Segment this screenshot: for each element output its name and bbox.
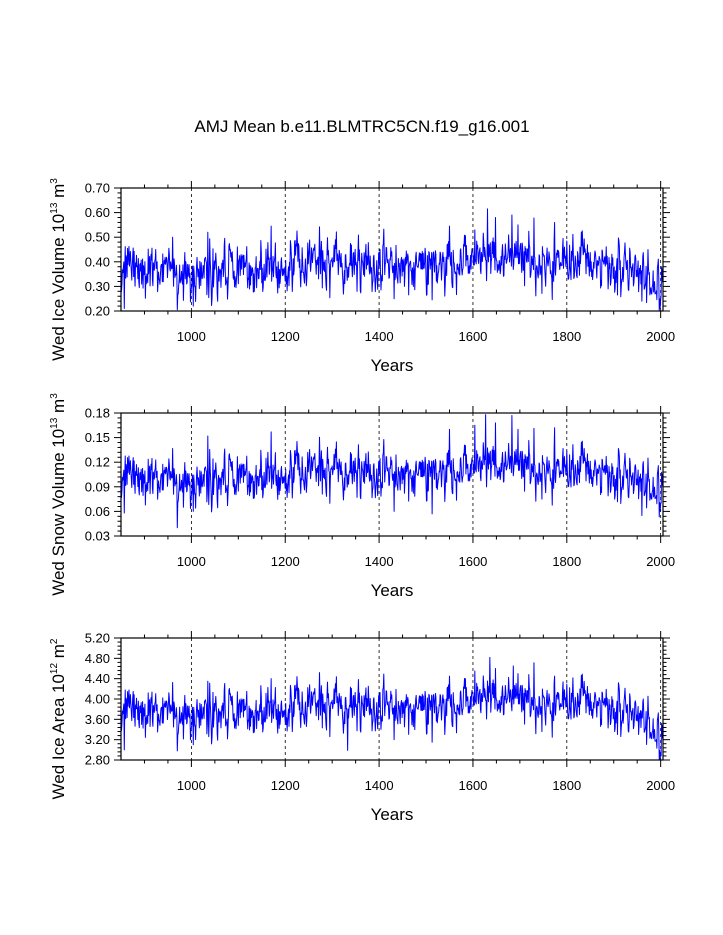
- x-tick-label: 1200: [271, 778, 300, 793]
- y-tick-label: 3.20: [85, 732, 110, 747]
- y-tick-label: 5.20: [85, 631, 110, 646]
- x-tick-label: 2000: [646, 554, 675, 569]
- y-tick-label: 0.30: [85, 279, 110, 294]
- y-axis-title-superscript: 12: [49, 663, 60, 675]
- y-tick-label: 0.03: [85, 529, 110, 544]
- y-tick-label: 2.80: [85, 753, 110, 768]
- x-axis-title: Years: [371, 356, 414, 375]
- panel-2: 1000 1200 1400 1600 1800 2000 0.03 0.06 0.09 0.12…: [49, 393, 675, 600]
- x-tick-label: 1800: [552, 554, 581, 569]
- y-axis-title-part: Wed Snow Volume 10: [49, 429, 68, 596]
- x-tick-label: 2000: [646, 778, 675, 793]
- x-axis-title: Years: [371, 581, 414, 600]
- y-tick-label: 0.15: [85, 430, 110, 445]
- x-tick-label: 1800: [552, 778, 581, 793]
- x-tick-label: 1000: [177, 778, 206, 793]
- plot-frame: [120, 187, 664, 312]
- x-tick-label: 1000: [177, 554, 206, 569]
- y-tick-label: 0.40: [85, 254, 110, 269]
- y-axis-title-part: Wed Ice Volume 10: [49, 214, 68, 361]
- x-axis-title: Years: [371, 805, 414, 824]
- y-tick-label: 0.09: [85, 479, 110, 494]
- y-axis-title-superscript: 13: [49, 202, 60, 214]
- y-tick-label: 0.70: [85, 181, 110, 196]
- y-tick-label: 0.06: [85, 504, 110, 519]
- y-tick-label: 4.00: [85, 692, 110, 707]
- y-axis-title: Wed Ice Volume 1013 m3: [49, 178, 68, 361]
- y-tick-label: 0.50: [85, 230, 110, 245]
- y-tick-label: 3.60: [85, 712, 110, 727]
- x-tick-label: 1600: [458, 329, 487, 344]
- x-tick-label: 1000: [177, 329, 206, 344]
- y-tick-label: 0.60: [85, 205, 110, 220]
- x-tick-label: 1200: [271, 329, 300, 344]
- x-tick-label: 1800: [552, 329, 581, 344]
- panel-3: 1000 1200 1400 1600 1800 2000 2.80 3.20 3.60 4.00…: [49, 631, 675, 825]
- y-tick-label: 0.20: [85, 304, 110, 319]
- x-tick-label: 1400: [365, 554, 394, 569]
- y-axis-title-part: m: [49, 644, 68, 663]
- y-axis-title-superscript: 2: [49, 638, 60, 644]
- y-axis-title-superscript: 13: [49, 417, 60, 429]
- y-axis-title-part: m: [49, 399, 68, 418]
- y-tick-label: 4.40: [85, 671, 110, 686]
- y-axis-title: Wed Ice Area 1012 m2: [49, 638, 68, 799]
- y-tick-label: 0.12: [85, 455, 110, 470]
- x-tick-label: 1600: [458, 554, 487, 569]
- y-tick-label: 4.80: [85, 651, 110, 666]
- series-line-3: [120, 656, 664, 761]
- y-axis-title-part: m: [49, 184, 68, 203]
- y-axis-title-part: Wed Ice Area 10: [49, 674, 68, 799]
- series-line-1: [120, 208, 664, 312]
- y-axis-title: Wed Snow Volume 1013 m3: [49, 393, 68, 596]
- x-tick-label: 1200: [271, 554, 300, 569]
- x-tick-label: 1600: [458, 778, 487, 793]
- x-tick-label: 2000: [646, 329, 675, 344]
- x-tick-label: 1400: [365, 778, 394, 793]
- y-tick-label: 0.18: [85, 406, 110, 421]
- y-axis-title-superscript: 3: [49, 178, 60, 184]
- chart-title: AMJ Mean b.e11.BLMTRC5CN.f19_g16.001: [194, 117, 529, 136]
- panel-1: 1000 1200 1400 1600 1800 2000 0.20 0.30 0.40 0.50…: [49, 178, 675, 375]
- plot-frame: [120, 412, 664, 537]
- series-line-2: [120, 414, 664, 529]
- x-tick-label: 1400: [365, 329, 394, 344]
- y-axis-title-superscript: 3: [49, 393, 60, 399]
